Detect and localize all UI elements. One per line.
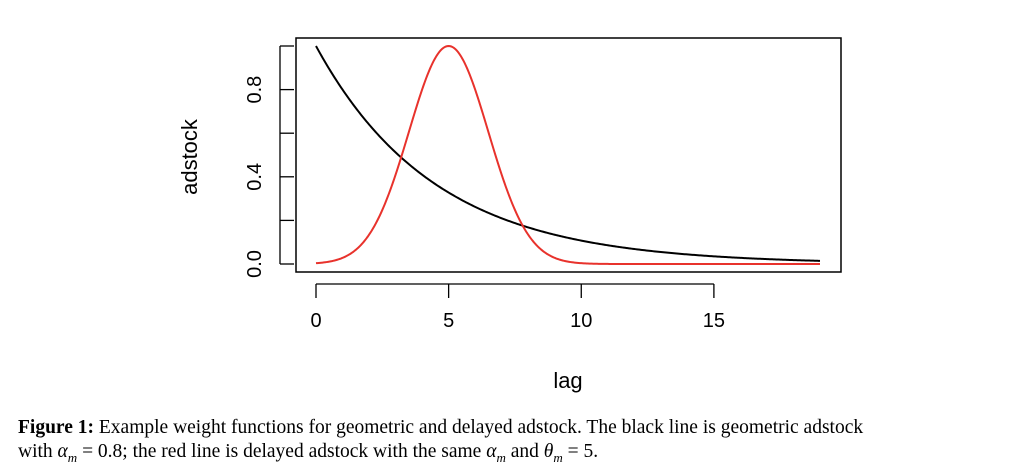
caption-eq-alpha: = 0.8; the red line is delayed adstock w… [77,441,487,462]
x-tick-label: 15 [703,310,725,332]
alpha-symbol-2: α [486,441,497,462]
caption-and: and [505,441,544,462]
adstock-chart: 0.0 0.4 0.8 0 5 10 15 lag adstock [177,37,842,393]
caption-label: Figure 1: [18,417,95,438]
x-tick-label: 10 [570,310,592,332]
plot-frame [295,37,842,273]
alpha-subscript: m [67,449,78,465]
theta-symbol: θ [543,441,554,462]
caption-eq-theta: = 5. [562,441,599,462]
x-axis: 0 5 10 15 [310,283,725,332]
y-axis-title: adstock [177,118,202,195]
x-tick-label: 5 [443,310,454,332]
alpha-subscript-2: m [496,449,506,465]
geometric-adstock-line [315,45,821,262]
figure-caption: Figure 1: Example weight functions for g… [18,416,1018,464]
caption-with: with [18,441,58,462]
alpha-symbol: α [57,441,68,462]
y-tick-label: 0.0 [244,250,266,278]
y-tick-label: 0.8 [244,76,266,104]
y-axis: 0.0 0.4 0.8 [244,45,294,278]
x-tick-label: 0 [310,310,321,332]
caption-line1: Example weight functions for geometric a… [98,417,864,438]
y-tick-label: 0.4 [244,163,266,191]
theta-subscript: m [553,449,563,465]
series-layer [315,44,821,265]
x-axis-title: lag [553,368,582,393]
delayed-adstock-line [315,44,820,265]
